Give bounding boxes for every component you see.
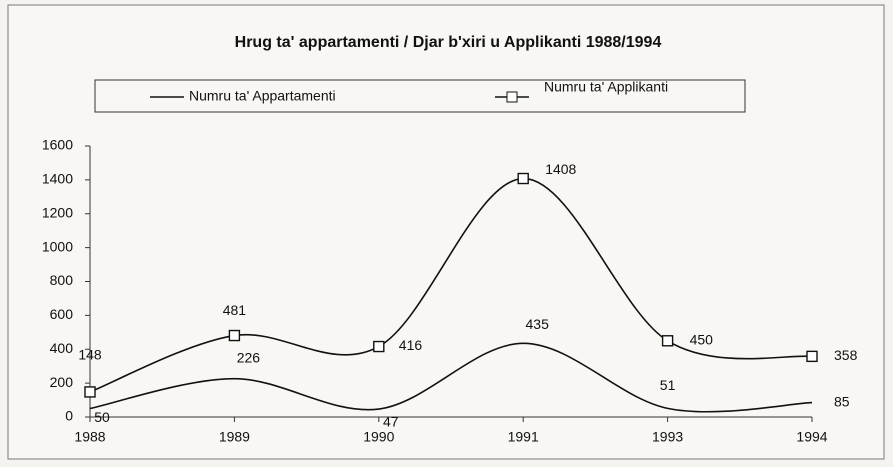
point-marker (517, 172, 529, 185)
data-label: 481 (223, 302, 247, 318)
data-label: 450 (690, 331, 714, 347)
data-label: 51 (660, 377, 676, 393)
series-line (89, 342, 813, 413)
chart-title: Hrug ta' appartamenti / Djar b'xiri u Ap… (235, 34, 662, 51)
point-marker (661, 335, 674, 347)
data-label: 50 (94, 409, 110, 425)
point-marker (228, 329, 241, 342)
y-tick-label: 600 (50, 306, 74, 322)
legend-label: Numru ta' Appartamenti (189, 88, 336, 104)
x-tick-label: 1991 (508, 429, 539, 445)
data-label: 435 (526, 316, 550, 332)
y-tick-label: 800 (50, 272, 74, 288)
data-label: 416 (399, 337, 423, 353)
y-tick-label: 0 (65, 408, 73, 424)
y-tick-label: 1600 (42, 137, 73, 153)
legend-marker (506, 91, 518, 103)
point-marker (84, 386, 96, 398)
y-tick-label: 1200 (42, 204, 73, 220)
x-tick-label: 1988 (74, 429, 105, 445)
y-tick-label: 400 (50, 340, 74, 356)
x-tick-label: 1993 (652, 429, 683, 445)
data-label: 85 (834, 393, 850, 409)
x-tick-label: 1990 (363, 429, 394, 445)
legend-label: Numru ta' Applikanti (544, 79, 668, 95)
y-tick-label: 1400 (42, 171, 73, 187)
legend-box (94, 79, 746, 113)
point-marker (373, 340, 385, 353)
data-label: 148 (78, 347, 102, 363)
point-marker (806, 350, 818, 363)
data-label: 358 (834, 347, 858, 363)
x-tick-label: 1994 (796, 429, 827, 445)
data-label: 226 (237, 349, 261, 365)
data-label: 1408 (545, 161, 576, 177)
y-tick-label: 1000 (42, 238, 73, 254)
y-tick-label: 200 (50, 374, 74, 390)
data-label: 47 (383, 414, 399, 430)
x-tick-label: 1989 (219, 429, 250, 445)
chart-frame (7, 4, 885, 460)
